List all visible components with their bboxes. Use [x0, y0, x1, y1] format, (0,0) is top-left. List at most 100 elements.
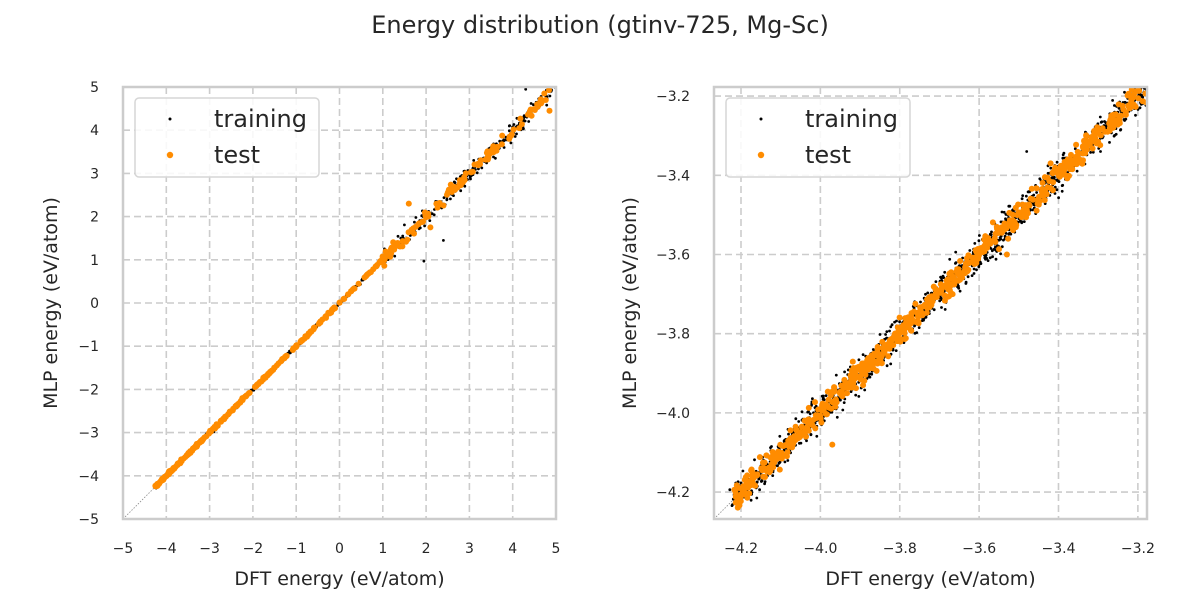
- point-training: [1138, 106, 1142, 110]
- point-test: [841, 376, 848, 383]
- point-test: [1064, 175, 1071, 182]
- point-test: [923, 309, 930, 316]
- point-training: [422, 259, 426, 263]
- point-test: [844, 390, 850, 397]
- point-training: [452, 194, 455, 198]
- point-test: [1074, 148, 1081, 155]
- point-test: [959, 274, 966, 281]
- point-test: [1033, 207, 1040, 214]
- x-tick-label: −4.0: [803, 541, 837, 557]
- point-test: [1089, 145, 1096, 152]
- point-test: [864, 357, 871, 364]
- point-test: [776, 466, 783, 473]
- point-training: [1140, 93, 1143, 97]
- point-test: [370, 266, 377, 273]
- point-test: [1021, 210, 1028, 217]
- x-tick-label: −2: [243, 541, 264, 557]
- point-test: [1069, 157, 1076, 164]
- point-training: [820, 394, 824, 398]
- point-test: [731, 486, 738, 493]
- x-tick-label: 0: [335, 541, 344, 557]
- point-training: [778, 461, 782, 464]
- point-training: [924, 292, 927, 296]
- point-training: [857, 395, 861, 398]
- point-test: [336, 299, 343, 306]
- point-test: [435, 202, 442, 209]
- point-test: [1041, 174, 1048, 181]
- point-training: [934, 280, 938, 283]
- legend-box: [725, 97, 911, 178]
- point-test: [926, 298, 933, 305]
- point-test: [489, 146, 496, 153]
- point-test: [736, 502, 743, 509]
- point-training: [1000, 245, 1004, 249]
- point-test: [874, 360, 881, 367]
- y-tick-label: 5: [90, 80, 99, 96]
- point-training: [885, 330, 889, 333]
- point-test: [246, 389, 253, 396]
- point-training: [1144, 78, 1147, 81]
- point-test: [329, 306, 336, 313]
- y-tick-label: 3: [90, 166, 99, 182]
- point-training: [926, 291, 930, 295]
- x-tick-label: 2: [422, 541, 431, 557]
- point-test: [518, 121, 525, 128]
- point-training: [1020, 197, 1024, 201]
- point-training: [1032, 203, 1036, 207]
- point-training: [401, 234, 405, 238]
- point-test: [477, 157, 484, 164]
- point-training: [888, 329, 891, 333]
- point-test: [416, 220, 423, 227]
- point-training: [778, 434, 782, 438]
- point-test: [818, 407, 825, 414]
- point-training: [1060, 189, 1064, 193]
- point-training: [797, 420, 801, 423]
- point-training: [794, 417, 798, 421]
- point-training: [843, 370, 846, 374]
- point-test: [379, 253, 386, 260]
- point-training: [954, 250, 958, 254]
- point-test: [1056, 172, 1063, 178]
- point-test: [888, 336, 894, 343]
- point-training: [1004, 232, 1008, 235]
- point-test: [189, 447, 196, 454]
- point-training: [868, 372, 872, 376]
- point-training: [1055, 188, 1059, 192]
- point-test: [351, 285, 358, 292]
- point-training: [396, 234, 400, 238]
- point-training: [508, 124, 511, 127]
- point-training: [494, 156, 497, 160]
- point-test: [171, 464, 178, 471]
- point-training: [984, 253, 988, 257]
- point-test: [1036, 193, 1043, 200]
- point-training: [529, 102, 533, 105]
- point-training: [800, 410, 804, 414]
- point-training: [835, 415, 839, 419]
- point-training: [989, 233, 993, 237]
- point-training: [1073, 147, 1077, 151]
- point-test: [283, 353, 290, 360]
- point-test: [944, 276, 951, 283]
- legend-label-test: test: [805, 141, 851, 169]
- point-training: [889, 362, 893, 366]
- point-test: [316, 319, 323, 326]
- point-training: [502, 146, 506, 149]
- point-test: [756, 454, 763, 461]
- legend-marker-test: [757, 151, 765, 159]
- point-training: [1020, 220, 1024, 224]
- point-test: [876, 354, 883, 361]
- point-training: [548, 94, 552, 98]
- point-training: [757, 477, 761, 481]
- point-test: [805, 416, 812, 423]
- point-test: [475, 162, 482, 169]
- point-test: [1132, 103, 1139, 110]
- point-test: [1060, 170, 1067, 177]
- point-training: [898, 320, 901, 324]
- point-test: [198, 437, 204, 444]
- point-test: [761, 465, 768, 472]
- point-test: [1126, 92, 1133, 99]
- point-test: [810, 417, 817, 423]
- point-training: [755, 496, 759, 500]
- x-tick-label: −4: [156, 541, 177, 557]
- point-test: [793, 426, 800, 433]
